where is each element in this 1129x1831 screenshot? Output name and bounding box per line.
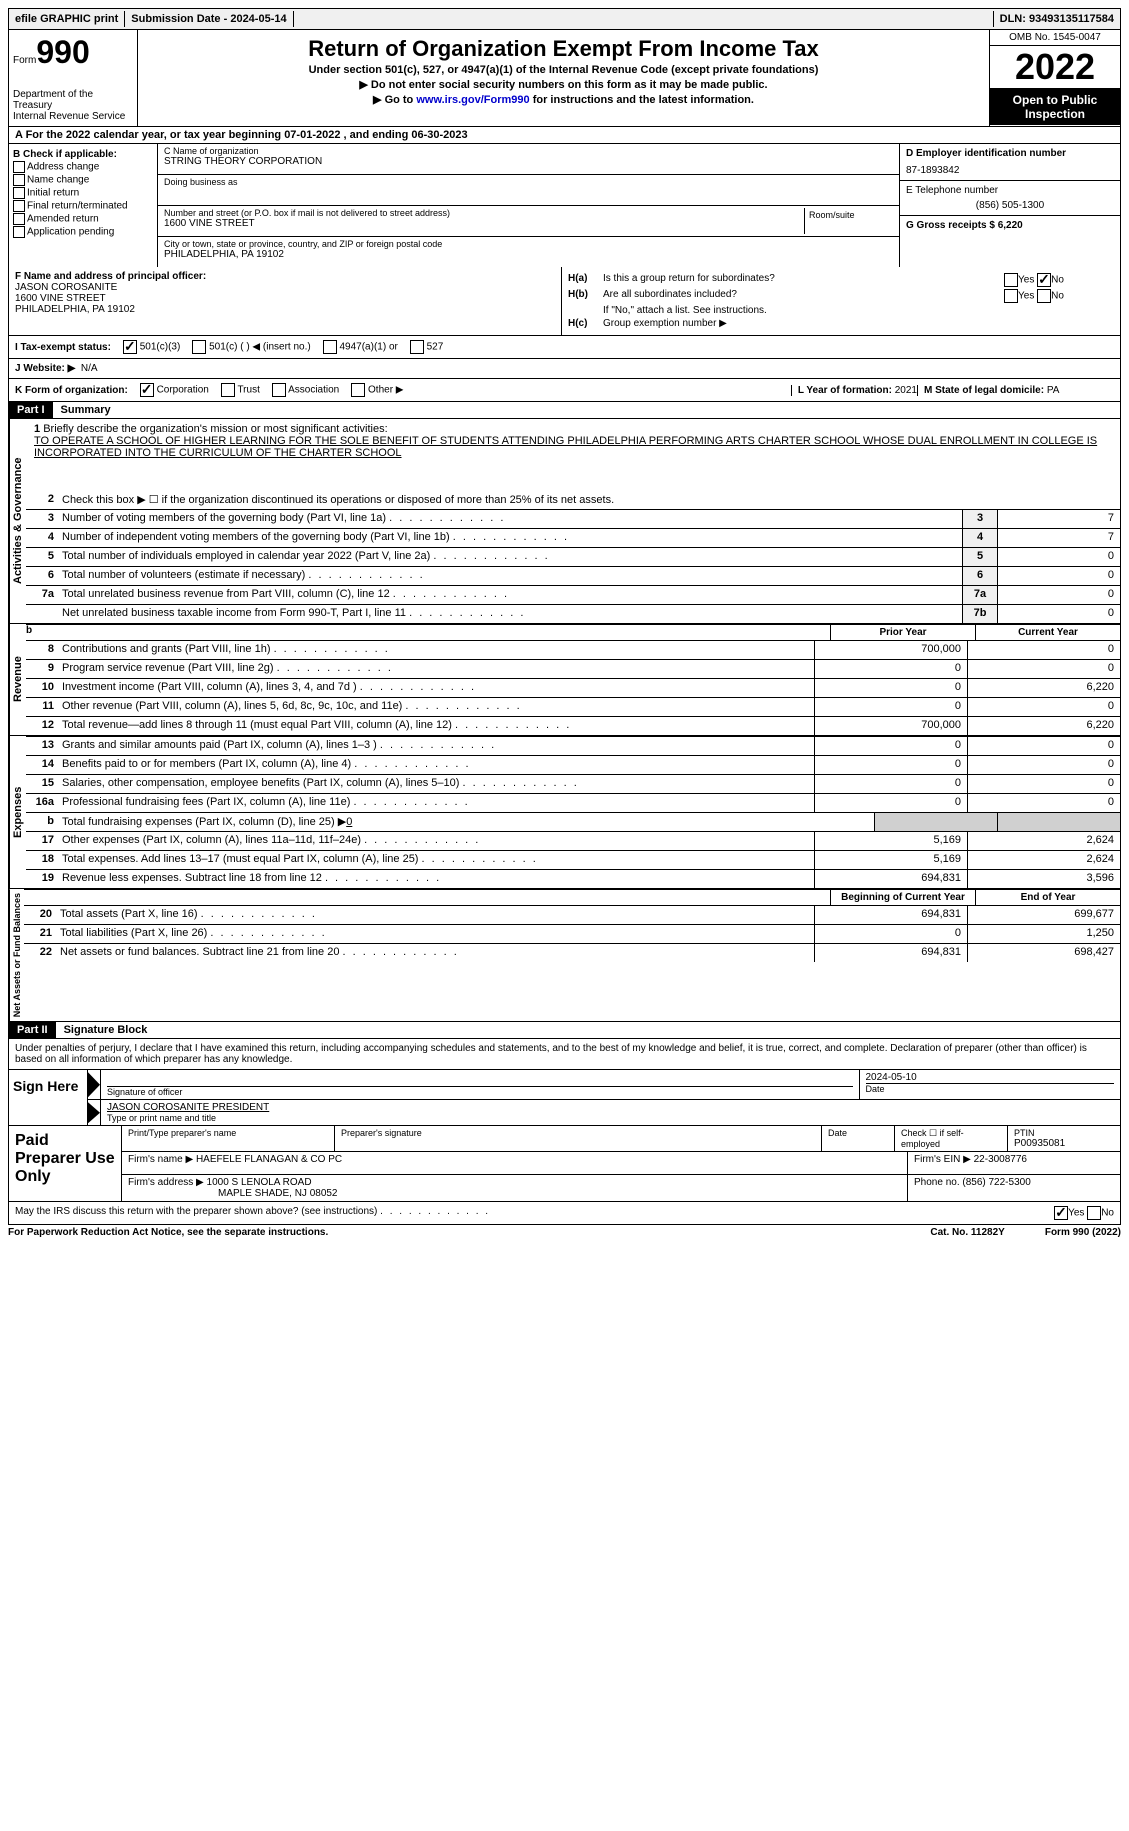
chk-trust[interactable]: [221, 383, 235, 397]
section-revenue: Revenue bPrior YearCurrent Year 8Contrib…: [8, 624, 1121, 736]
efile-btn[interactable]: efile GRAPHIC print: [9, 11, 125, 27]
table-row: 13Grants and similar amounts paid (Part …: [26, 736, 1120, 755]
section-net-assets: Net Assets or Fund Balances Beginning of…: [8, 889, 1121, 1022]
table-row: 19Revenue less expenses. Subtract line 1…: [26, 869, 1120, 888]
preparer-block: Paid Preparer Use Only Print/Type prepar…: [8, 1126, 1121, 1202]
sig-arrow-icon: [88, 1102, 100, 1123]
top-bar: efile GRAPHIC print Submission Date - 20…: [8, 8, 1121, 30]
col-b-checkboxes: B Check if applicable: Address change Na…: [9, 144, 158, 267]
chk-527[interactable]: [410, 340, 424, 354]
dln: DLN: 93493135117584: [993, 11, 1120, 27]
side-label-ag: Activities & Governance: [9, 419, 26, 623]
discuss-yes[interactable]: [1054, 1206, 1068, 1220]
table-row: 21Total liabilities (Part X, line 26) 01…: [24, 924, 1120, 943]
irs-link[interactable]: www.irs.gov/Form990: [416, 94, 529, 106]
row-j-website: J Website: ▶ N/A: [8, 359, 1121, 379]
side-label-na: Net Assets or Fund Balances: [9, 889, 24, 1021]
table-row: 11Other revenue (Part VIII, column (A), …: [26, 697, 1120, 716]
table-row: 18Total expenses. Add lines 13–17 (must …: [26, 850, 1120, 869]
side-label-exp: Expenses: [9, 736, 26, 888]
table-row: 16aProfessional fundraising fees (Part I…: [26, 793, 1120, 812]
discuss-row: May the IRS discuss this return with the…: [8, 1202, 1121, 1225]
hb-yes[interactable]: [1004, 289, 1018, 303]
org-info-block: B Check if applicable: Address change Na…: [8, 144, 1121, 267]
table-row: 14Benefits paid to or for members (Part …: [26, 755, 1120, 774]
table-row: 17Other expenses (Part IX, column (A), l…: [26, 831, 1120, 850]
sig-arrow-icon: [88, 1072, 100, 1097]
chk-501c3[interactable]: [123, 340, 137, 354]
section-activities-governance: Activities & Governance 1 Briefly descri…: [8, 419, 1121, 624]
col-c-org: C Name of organization STRING THEORY COR…: [158, 144, 899, 267]
chk-address-change[interactable]: [13, 161, 25, 173]
row-a-tax-year: A For the 2022 calendar year, or tax yea…: [8, 127, 1121, 144]
col-d-ein: D Employer identification number 87-1893…: [899, 144, 1120, 267]
header-left: Form990 Department of the Treasury Inter…: [9, 30, 138, 126]
part-ii-header: Part II Signature Block: [8, 1022, 1121, 1039]
table-row: 8Contributions and grants (Part VIII, li…: [26, 640, 1120, 659]
chk-final-return[interactable]: [13, 200, 25, 212]
table-row: 22Net assets or fund balances. Subtract …: [24, 943, 1120, 962]
table-row: 12Total revenue—add lines 8 through 11 (…: [26, 716, 1120, 735]
form-header: Form990 Department of the Treasury Inter…: [8, 30, 1121, 127]
table-row: 15Salaries, other compensation, employee…: [26, 774, 1120, 793]
part-i-header: Part I Summary: [8, 402, 1121, 419]
section-expenses: Expenses 13Grants and similar amounts pa…: [8, 736, 1121, 889]
chk-assoc[interactable]: [272, 383, 286, 397]
chk-corp[interactable]: [140, 383, 154, 397]
chk-name-change[interactable]: [13, 174, 25, 186]
h-group: H(a) Is this a group return for subordin…: [562, 267, 1120, 335]
discuss-no[interactable]: [1087, 1206, 1101, 1220]
ha-yes[interactable]: [1004, 273, 1018, 287]
chk-other[interactable]: [351, 383, 365, 397]
row-i-tax-status: I Tax-exempt status: 501(c)(3) 501(c) ( …: [8, 336, 1121, 359]
table-row: 20Total assets (Part X, line 16) 694,831…: [24, 905, 1120, 924]
hb-no[interactable]: [1037, 289, 1051, 303]
submission-date: Submission Date - 2024-05-14: [125, 11, 293, 27]
chk-app-pending[interactable]: [13, 226, 25, 238]
chk-initial-return[interactable]: [13, 187, 25, 199]
side-label-rev: Revenue: [9, 624, 26, 735]
ha-no[interactable]: [1037, 273, 1051, 287]
chk-amended[interactable]: [13, 213, 25, 225]
header-right: OMB No. 1545-0047 2022 Open to Public In…: [989, 30, 1120, 126]
table-row: 10Investment income (Part VIII, column (…: [26, 678, 1120, 697]
f-officer: F Name and address of principal officer:…: [9, 267, 562, 335]
signature-block: Under penalties of perjury, I declare th…: [8, 1039, 1121, 1126]
officer-group-block: F Name and address of principal officer:…: [8, 267, 1121, 336]
page-footer: For Paperwork Reduction Act Notice, see …: [8, 1225, 1121, 1240]
header-title: Return of Organization Exempt From Incom…: [138, 30, 989, 126]
row-k-form-org: K Form of organization: Corporation Trus…: [8, 379, 1121, 402]
chk-4947[interactable]: [323, 340, 337, 354]
chk-501c[interactable]: [192, 340, 206, 354]
table-row: 9Program service revenue (Part VIII, lin…: [26, 659, 1120, 678]
mission-block: 1 Briefly describe the organization's mi…: [26, 419, 1120, 491]
